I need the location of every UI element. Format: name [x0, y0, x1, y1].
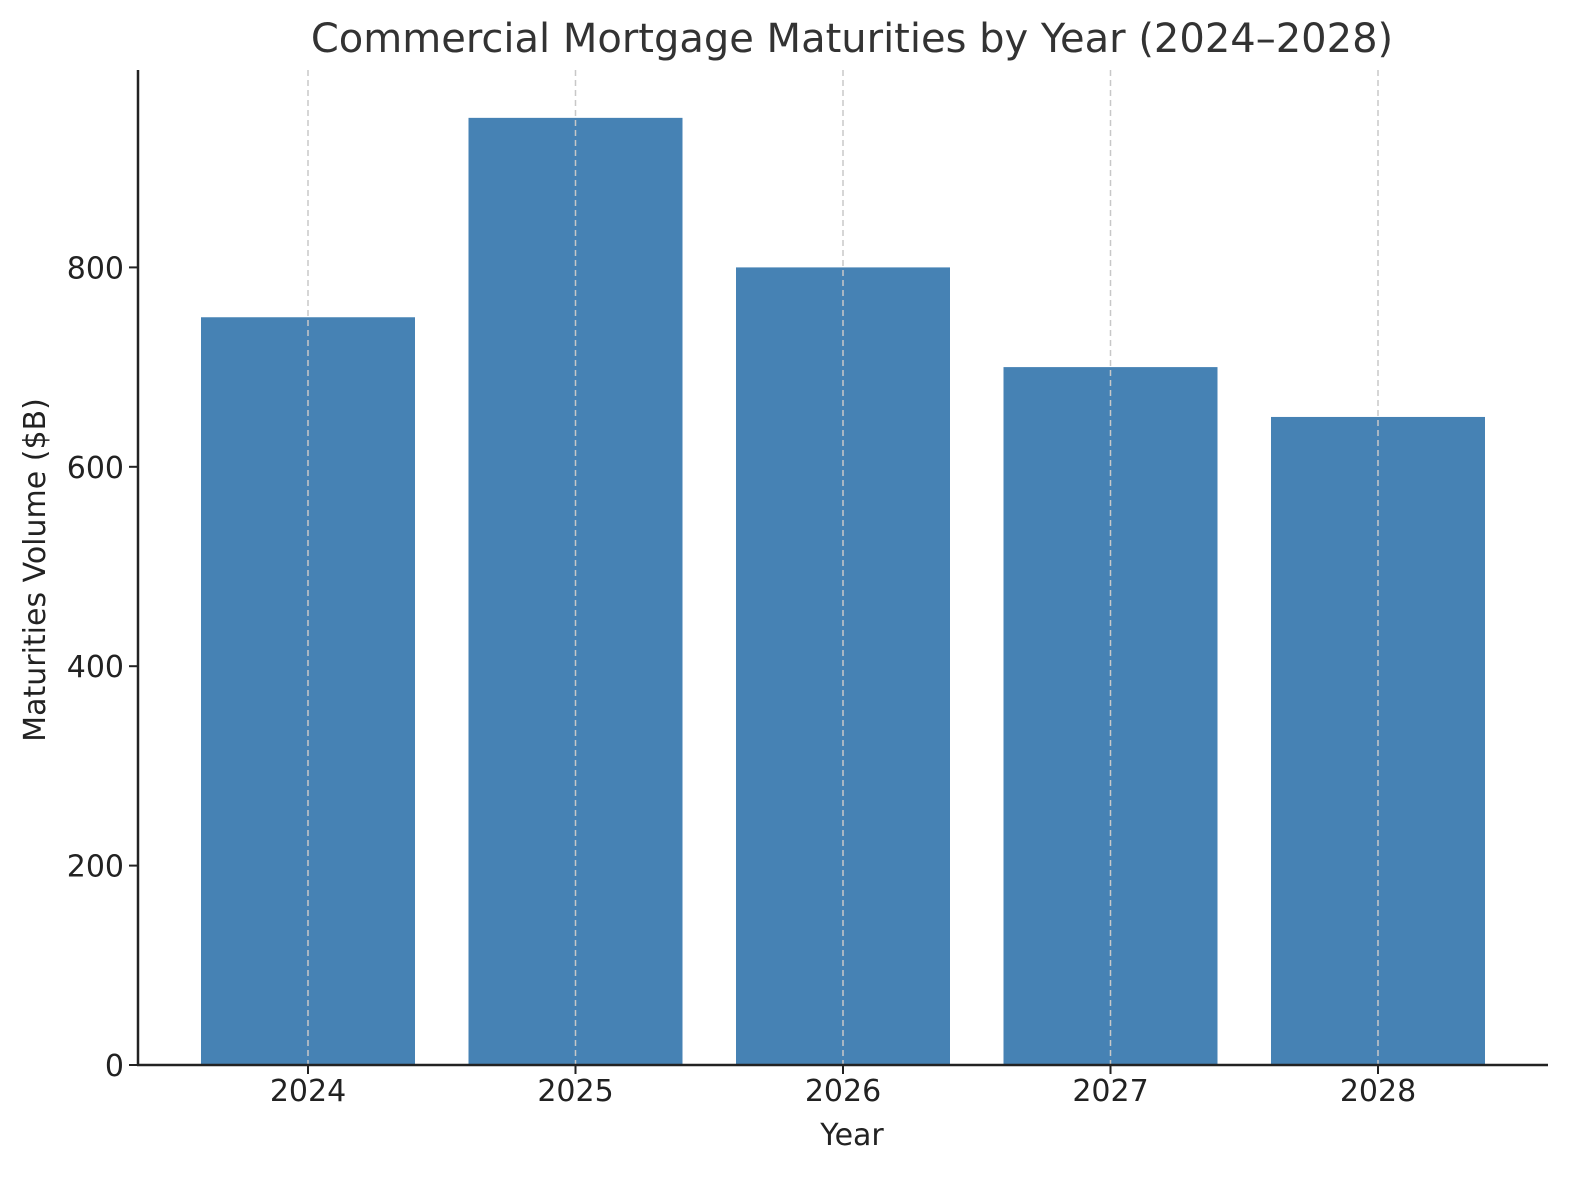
gridfront-layer: [307, 70, 1379, 1065]
y-tick-label-0: 0: [105, 1049, 124, 1084]
x-tick-label-2025: 2025: [537, 1074, 613, 1109]
y-tick-label-600: 600: [67, 451, 124, 486]
y-tick-label-400: 400: [67, 650, 124, 685]
x-tick-label-2028: 2028: [1340, 1074, 1416, 1109]
x-tick-label-2024: 2024: [270, 1074, 346, 1109]
x-tick-label-2026: 2026: [805, 1074, 881, 1109]
chart-title: Commercial Mortgage Maturities by Year (…: [311, 16, 1393, 62]
y-tick-label-200: 200: [67, 850, 124, 885]
y-tick-label-800: 800: [67, 251, 124, 286]
x-axis-label: Year: [819, 1118, 884, 1153]
axis-layer: 2024 2025 2026 2027 2028 0 200 400 600 800: [67, 70, 1548, 1109]
y-axis-label: Maturities Volume ($B): [18, 398, 53, 742]
x-tick-label-2027: 2027: [1072, 1074, 1148, 1109]
